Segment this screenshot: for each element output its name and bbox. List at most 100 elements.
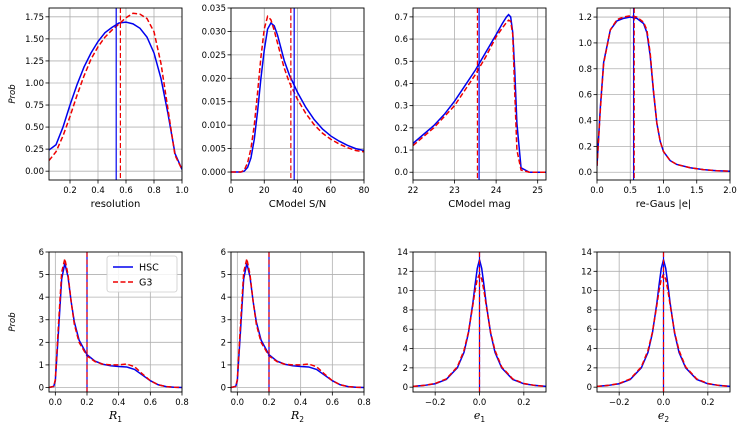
x-tick-label: 0.0 bbox=[231, 398, 245, 408]
x-tick-label: −0.2 bbox=[609, 398, 630, 408]
panel-2: 0 20 40 60 80 0.000 0.005 0.010 0.015 0.020 0.025 0… bbox=[202, 4, 370, 210]
y-tick-label: 0.75 bbox=[25, 101, 44, 111]
x-tick-label: 0.2 bbox=[517, 398, 531, 408]
x-axis-label: resolution bbox=[91, 199, 141, 210]
y-tick-label: 1.75 bbox=[25, 13, 44, 23]
panel-6: 0.0 0.2 0.4 0.6 0.8 0 1 2 3 4 5 6 R2 bbox=[221, 248, 371, 424]
x-tick-label: 60 bbox=[325, 186, 336, 196]
x-tick-label: 0.6 bbox=[144, 398, 158, 408]
y-tick-label: 0.4 bbox=[578, 117, 592, 127]
y-tick-label: 0.2 bbox=[578, 142, 592, 152]
x-tick-label: 0.4 bbox=[91, 186, 105, 196]
y-tick-label: 0.020 bbox=[202, 74, 226, 84]
y-tick-label: 0.00 bbox=[25, 167, 44, 177]
series-line-g3 bbox=[231, 14, 364, 173]
x-tick-label: 0.0 bbox=[657, 398, 671, 408]
y-tick-label: 5 bbox=[221, 271, 226, 281]
panel-4: 0.0 0.5 1.0 1.5 2.0 0.0 0.2 0.4 0.6 0.8 1.0 1.2 re-G… bbox=[578, 7, 737, 210]
y-tick-label: 1.0 bbox=[578, 39, 592, 49]
legend-label-hsc: HSC bbox=[139, 263, 159, 274]
y-tick-label: 0.010 bbox=[202, 121, 226, 131]
x-tick-label: 0.2 bbox=[63, 186, 77, 196]
y-tick-label: 10 bbox=[581, 287, 592, 297]
y-tick-label: 1.2 bbox=[578, 13, 592, 23]
y-tick-label: 0 bbox=[39, 383, 44, 393]
series-line-hsc bbox=[413, 13, 546, 173]
x-axis-label: CModel S/N bbox=[269, 199, 326, 210]
x-axis-label: e2 bbox=[658, 409, 670, 424]
axes-frame bbox=[230, 251, 365, 393]
y-tick-label: 1.00 bbox=[25, 79, 44, 89]
y-tick-label: 1 bbox=[221, 361, 226, 371]
panel-7: −0.2 0.0 0.2 0 2 4 6 8 10 12 14 e1 bbox=[397, 248, 547, 424]
x-tick-label: 1.0 bbox=[175, 186, 189, 196]
y-tick-label: 0.1 bbox=[394, 146, 408, 156]
y-tick-label: 0.25 bbox=[25, 145, 44, 155]
x-axis-label: R1 bbox=[108, 409, 122, 424]
x-axis-label: re-Gaus |e| bbox=[636, 199, 692, 210]
y-tick-label: 0.5 bbox=[394, 57, 408, 67]
y-tick-label: 0.6 bbox=[578, 91, 592, 101]
y-tick-label: 0.035 bbox=[202, 4, 226, 14]
y-tick-label: 2 bbox=[221, 338, 226, 348]
y-tick-label: 0.2 bbox=[394, 124, 408, 134]
x-tick-label: 0.0 bbox=[590, 186, 604, 196]
legend: HSC G3 bbox=[106, 255, 178, 293]
y-tick-label: 4 bbox=[403, 345, 408, 355]
y-tick-label: 12 bbox=[581, 267, 592, 277]
x-tick-label: 20 bbox=[259, 186, 270, 196]
x-axis-label: R2 bbox=[290, 409, 304, 424]
x-tick-label: 0.4 bbox=[294, 398, 308, 408]
y-tick-label: 0.4 bbox=[394, 79, 408, 89]
x-tick-label: 40 bbox=[292, 186, 303, 196]
y-tick-label: 8 bbox=[403, 306, 408, 316]
x-tick-label: 0.8 bbox=[175, 398, 189, 408]
y-tick-label: 0.030 bbox=[202, 27, 226, 37]
y-tick-label: 0.000 bbox=[202, 168, 226, 178]
series-line-g3 bbox=[49, 12, 182, 170]
panel-5: 0.0 0.2 0.4 0.6 0.8 0 1 2 3 4 5 6 R1 Prob HSC G3 bbox=[8, 248, 189, 424]
x-tick-label: 24 bbox=[491, 186, 502, 196]
legend-box bbox=[106, 255, 178, 293]
y-tick-label: 4 bbox=[587, 345, 592, 355]
x-tick-label: 1.5 bbox=[690, 186, 704, 196]
y-tick-label: 8 bbox=[587, 306, 592, 316]
y-tick-label: 0.6 bbox=[394, 35, 408, 45]
x-tick-label: 0.0 bbox=[49, 398, 63, 408]
y-tick-label: 2 bbox=[587, 364, 592, 374]
y-tick-label: 5 bbox=[39, 271, 44, 281]
panel-1: 0.2 0.4 0.6 0.8 1.0 0.00 0.25 0.50 0.75 1.00 1.25 1… bbox=[8, 7, 189, 210]
x-tick-label: 25 bbox=[532, 186, 543, 196]
panel-8: −0.2 0.0 0.2 0 2 4 6 8 10 12 14 e2 bbox=[581, 248, 731, 424]
y-axis-label: Prob bbox=[8, 312, 18, 331]
panel-3: 22 23 24 25 0.0 0.1 0.2 0.3 0.4 0.5 0.6 0.7 CModel m… bbox=[394, 7, 547, 210]
y-tick-label: 0.7 bbox=[394, 13, 408, 23]
y-tick-label: 0 bbox=[587, 383, 592, 393]
y-tick-label: 0.0 bbox=[394, 168, 408, 178]
x-tick-label: 0.2 bbox=[80, 398, 94, 408]
series-line-g3 bbox=[49, 258, 182, 389]
x-tick-label: 0 bbox=[228, 186, 233, 196]
x-tick-label: 2.0 bbox=[723, 186, 737, 196]
y-tick-label: 4 bbox=[39, 293, 44, 303]
y-tick-label: 0.0 bbox=[578, 168, 592, 178]
axes-frame bbox=[48, 251, 183, 393]
x-axis-label: CModel mag bbox=[448, 199, 510, 210]
y-tick-label: 6 bbox=[403, 325, 408, 335]
x-tick-label: 0.2 bbox=[262, 398, 276, 408]
series-line-hsc bbox=[231, 21, 364, 173]
y-tick-label: 0.015 bbox=[202, 98, 226, 108]
y-tick-label: 1.25 bbox=[25, 57, 44, 67]
axes-frame bbox=[48, 7, 183, 181]
y-tick-label: 2 bbox=[39, 338, 44, 348]
y-tick-label: 14 bbox=[581, 248, 592, 258]
y-tick-label: 12 bbox=[397, 267, 408, 277]
y-tick-label: 6 bbox=[587, 325, 592, 335]
y-tick-label: 0.005 bbox=[202, 145, 226, 155]
y-tick-label: 10 bbox=[397, 287, 408, 297]
x-tick-label: 0.6 bbox=[326, 398, 340, 408]
x-tick-label: 0.2 bbox=[701, 398, 715, 408]
x-axis-label: e1 bbox=[474, 409, 486, 424]
series-line-hsc bbox=[49, 21, 182, 170]
